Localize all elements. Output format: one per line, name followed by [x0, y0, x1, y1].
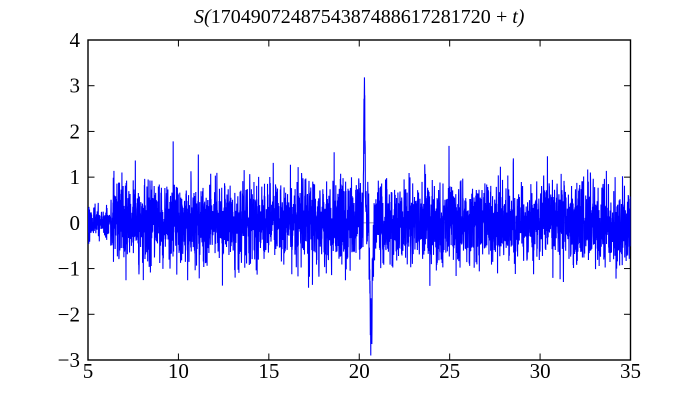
- svg-text:15: 15: [258, 359, 279, 383]
- svg-text:35: 35: [620, 359, 641, 383]
- svg-text:4: 4: [70, 28, 81, 52]
- svg-text:25: 25: [439, 359, 460, 383]
- svg-text:0: 0: [70, 211, 81, 235]
- svg-text:3: 3: [70, 74, 81, 98]
- svg-text:1: 1: [70, 165, 81, 189]
- svg-text:−2: −2: [58, 302, 80, 326]
- svg-text:−1: −1: [58, 257, 80, 281]
- svg-text:2: 2: [70, 119, 81, 143]
- svg-text:30: 30: [530, 359, 551, 383]
- svg-text:10: 10: [168, 359, 189, 383]
- svg-text:20: 20: [349, 359, 370, 383]
- svg-text:−3: −3: [58, 348, 80, 372]
- svg-text:5: 5: [83, 359, 94, 383]
